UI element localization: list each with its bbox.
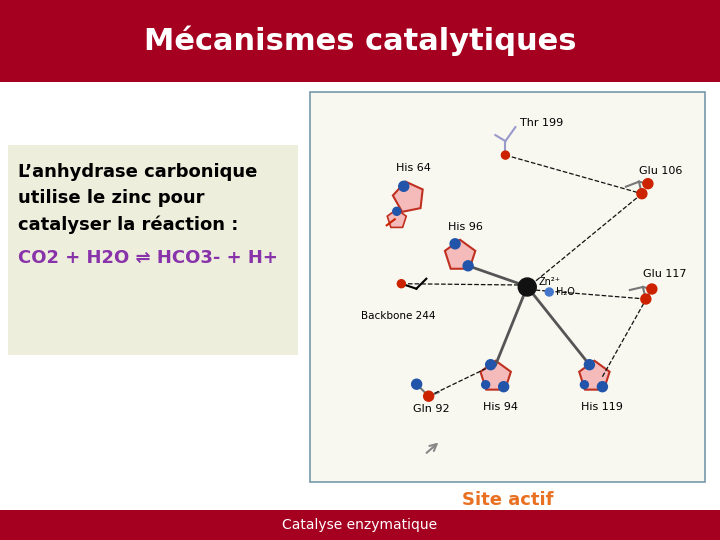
Text: CO2 + H2O ⇌ HCO3- + H+: CO2 + H2O ⇌ HCO3- + H+	[18, 249, 278, 267]
Polygon shape	[445, 240, 475, 269]
Circle shape	[637, 188, 647, 199]
Circle shape	[585, 360, 595, 370]
Circle shape	[598, 382, 608, 392]
Circle shape	[450, 239, 460, 249]
Text: Zn²⁺: Zn²⁺	[539, 277, 560, 287]
Text: Catalyse enzymatique: Catalyse enzymatique	[282, 518, 438, 532]
Circle shape	[463, 261, 473, 271]
Text: Gln 92: Gln 92	[413, 404, 449, 414]
Text: catalyser la réaction :: catalyser la réaction :	[18, 215, 238, 233]
Circle shape	[482, 381, 490, 389]
Polygon shape	[480, 361, 511, 390]
Text: Mécanismes catalytiques: Mécanismes catalytiques	[144, 26, 576, 56]
Circle shape	[499, 382, 508, 392]
Circle shape	[486, 360, 495, 370]
Circle shape	[518, 278, 536, 296]
Circle shape	[399, 181, 409, 191]
Circle shape	[412, 379, 422, 389]
Text: Thr 199: Thr 199	[521, 118, 564, 128]
Text: His 119: His 119	[582, 402, 624, 411]
FancyBboxPatch shape	[310, 92, 705, 482]
FancyBboxPatch shape	[0, 510, 720, 540]
Circle shape	[647, 284, 657, 294]
FancyBboxPatch shape	[8, 145, 298, 355]
Text: Glu 117: Glu 117	[643, 269, 686, 279]
Text: His 94: His 94	[483, 402, 518, 411]
Circle shape	[423, 391, 433, 401]
Text: His 96: His 96	[448, 222, 482, 232]
Circle shape	[643, 179, 653, 188]
Polygon shape	[387, 210, 406, 227]
FancyBboxPatch shape	[0, 0, 720, 82]
Text: Site actif: Site actif	[462, 491, 553, 509]
Text: Glu 106: Glu 106	[639, 166, 683, 176]
Polygon shape	[579, 361, 610, 390]
Circle shape	[641, 294, 651, 304]
Circle shape	[392, 207, 401, 215]
Text: His 64: His 64	[396, 163, 431, 173]
Text: utilise le zinc pour: utilise le zinc pour	[18, 189, 204, 207]
Circle shape	[397, 280, 405, 288]
Polygon shape	[393, 181, 423, 212]
Circle shape	[545, 288, 553, 296]
Text: L’anhydrase carbonique: L’anhydrase carbonique	[18, 163, 257, 181]
Text: Backbone 244: Backbone 244	[361, 310, 436, 321]
Circle shape	[580, 381, 588, 389]
Text: H₂O: H₂O	[557, 287, 575, 297]
Circle shape	[501, 151, 510, 159]
